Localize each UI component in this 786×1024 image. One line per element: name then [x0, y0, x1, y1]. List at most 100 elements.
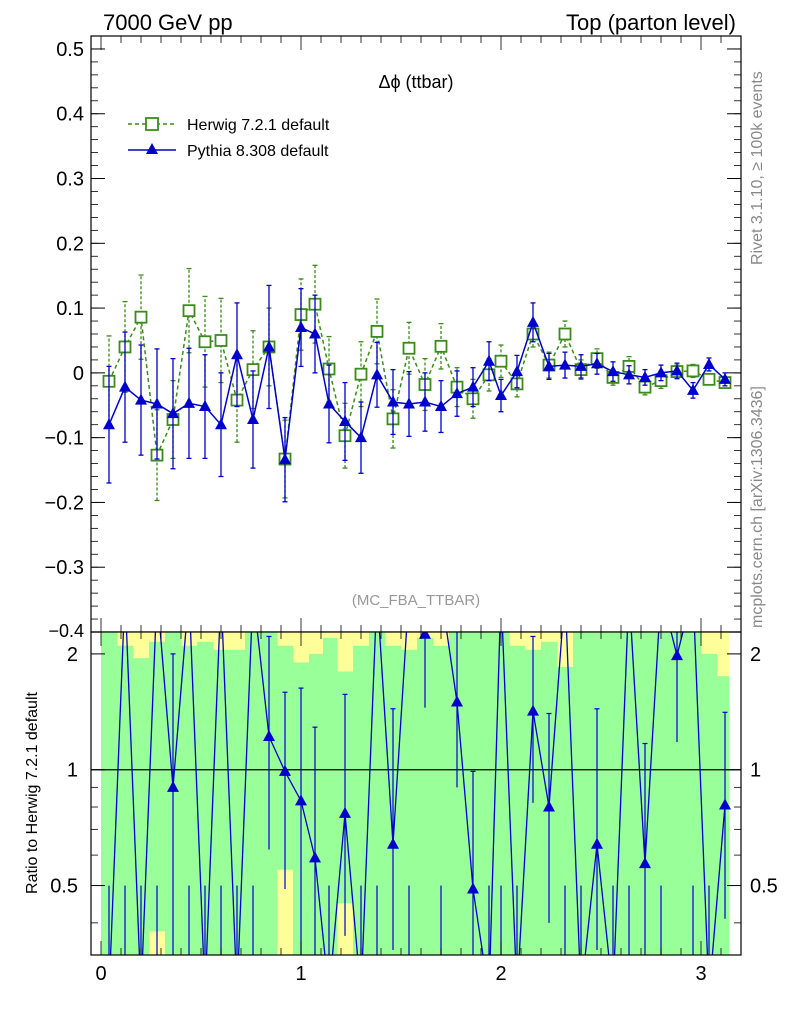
ratio-uncertainty-bands — [101, 632, 730, 955]
data-point — [559, 358, 571, 370]
band-green — [717, 676, 730, 955]
data-point — [402, 341, 416, 355]
data-point — [467, 380, 479, 392]
ratio-data-point — [309, 851, 321, 863]
data-point — [623, 368, 635, 380]
band-green — [433, 645, 450, 955]
ratio-line — [109, 632, 726, 955]
band-green — [245, 632, 262, 955]
data-point — [183, 396, 195, 408]
data-point — [135, 393, 147, 405]
ratio-ytick-label-right: 1 — [750, 760, 761, 782]
main-series-group — [102, 264, 732, 503]
ratio-ytick-label-right: 2 — [750, 644, 761, 666]
analysis-watermark: (MC_FBA_TTBAR) — [352, 592, 480, 609]
data-point — [355, 431, 367, 443]
ratio-ytick-label: 0.5 — [50, 876, 78, 898]
series-line — [108, 320, 726, 460]
ratio-data-point — [295, 794, 307, 806]
data-point — [543, 359, 555, 371]
main-frame — [90, 35, 742, 633]
data-point — [719, 372, 731, 384]
ratio-frame — [90, 631, 742, 956]
data-point — [686, 364, 700, 378]
band-green — [557, 666, 574, 955]
band-green — [573, 632, 590, 955]
ratio-data-point — [167, 780, 179, 792]
ratio-series-pythia — [108, 632, 731, 955]
band-green — [669, 632, 686, 955]
ratio-series-group — [108, 632, 731, 955]
band-green — [653, 632, 670, 955]
ratio-panel: 0.5 0.5 1 1 2 2 0 1 2 3 Ratio to Herwig 7.2.1 def… — [24, 631, 778, 985]
main-ytick-label: 0.5 — [56, 39, 84, 61]
main-ytick-label: 0.3 — [56, 169, 84, 191]
band-green — [481, 632, 496, 955]
data-point — [435, 400, 447, 412]
ratio-y-label: Ratio to Herwig 7.2.1 default — [24, 692, 41, 894]
data-point — [687, 383, 699, 395]
data-point — [419, 395, 431, 407]
main-ytick-label: 0.4 — [56, 104, 84, 126]
data-point — [339, 414, 351, 426]
legend: Herwig 7.2.1 default Pythia 8.308 defaul… — [128, 117, 330, 160]
series-pythia — [103, 284, 731, 503]
ratio-xtick-label: 1 — [295, 963, 306, 985]
header-right: Top (parton level) — [566, 10, 736, 35]
data-point — [198, 335, 212, 349]
rivet-label: Rivet 3.1.10, ≥ 100k events — [749, 71, 766, 265]
data-point — [639, 370, 651, 382]
band-green — [181, 645, 198, 955]
legend-pythia-label: Pythia 8.308 default — [187, 143, 329, 160]
main-ytick-label: 0.1 — [56, 298, 84, 320]
header-left: 7000 GeV pp — [103, 10, 233, 35]
ratio-ytick-label-right: 0.5 — [750, 876, 778, 898]
data-point — [167, 407, 179, 419]
data-point — [558, 327, 572, 341]
ratio-axes: 0.5 0.5 1 1 2 2 0 1 2 3 — [50, 632, 778, 985]
ratio-xtick-label: 0 — [95, 963, 106, 985]
main-ytick-label: −0.1 — [45, 428, 84, 450]
data-point — [263, 340, 275, 352]
data-point — [214, 334, 228, 347]
band-green — [117, 645, 134, 955]
data-point — [371, 368, 383, 380]
main-ytick-label: −0.3 — [45, 557, 84, 579]
ratio-xtick-label: 3 — [695, 963, 706, 985]
data-point — [495, 389, 507, 401]
band-green — [369, 632, 386, 955]
band-green — [323, 637, 338, 955]
mcplots-label: mcplots.cern.ch [arXiv:1306.3436] — [749, 386, 766, 628]
ratio-data-point — [591, 837, 603, 849]
data-point — [527, 315, 539, 327]
data-point — [575, 359, 587, 371]
band-green — [401, 649, 418, 955]
data-point — [434, 339, 448, 353]
ratio-ytick-label: 2 — [67, 644, 78, 666]
legend-pythia-marker — [146, 143, 158, 154]
data-point — [199, 400, 211, 412]
data-point — [231, 348, 243, 360]
band-green — [495, 632, 510, 955]
main-bottom-tick-label: −0.4 — [48, 621, 84, 641]
legend-entry-pythia: Pythia 8.308 default — [128, 143, 329, 160]
main-panel: −0.3−0.2−0.100.10.20.30.40.5 Δϕ (ttbar) … — [45, 35, 742, 641]
data-point — [703, 357, 715, 369]
data-point — [403, 397, 415, 409]
data-point — [511, 365, 523, 377]
data-point — [119, 380, 131, 392]
legend-herwig-marker — [145, 117, 159, 131]
data-point — [671, 364, 683, 376]
band-green — [621, 632, 638, 955]
chart-title: Δϕ (ttbar) — [378, 72, 453, 92]
data-point — [247, 413, 259, 425]
ratio-data-point — [263, 729, 275, 741]
data-point — [451, 387, 463, 399]
data-point — [607, 365, 619, 377]
ratio-data-point — [671, 649, 683, 661]
data-point — [655, 366, 667, 378]
data-point — [279, 453, 291, 465]
data-point — [151, 397, 163, 409]
data-point — [494, 354, 508, 368]
ratio-data-point — [527, 704, 539, 716]
